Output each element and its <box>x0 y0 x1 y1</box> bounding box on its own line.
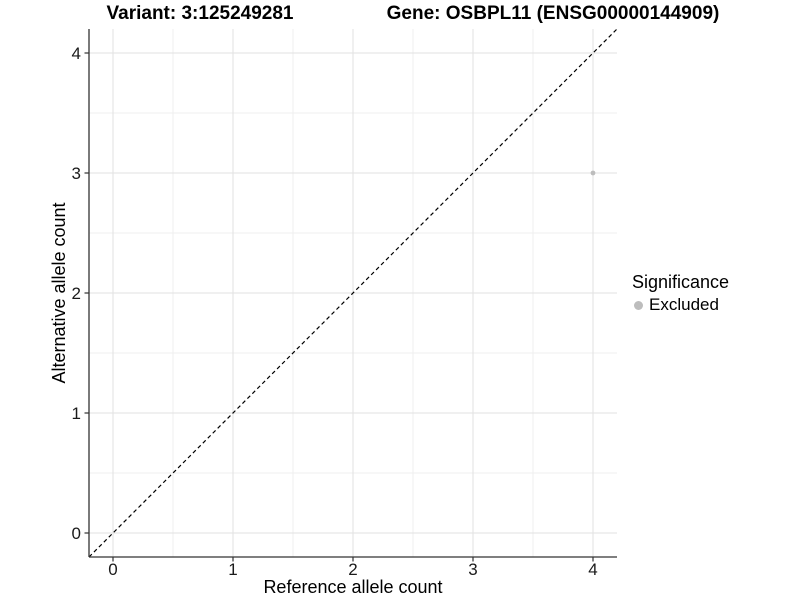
legend-point-icon <box>634 300 643 310</box>
y-axis-title: Alternative allele count <box>49 202 69 383</box>
legend: Significance Excluded <box>632 272 729 315</box>
y-tick-label: 0 <box>72 524 81 543</box>
y-tick-label: 1 <box>72 404 81 423</box>
y-tick-label: 3 <box>72 164 81 183</box>
data-point <box>590 170 596 176</box>
legend-entry-label: Excluded <box>649 295 719 314</box>
x-tick-label: 0 <box>108 560 117 579</box>
x-tick-label: 4 <box>588 560 597 579</box>
legend-title: Significance <box>632 272 730 292</box>
y-tick-label: 4 <box>72 44 81 63</box>
y-tick-label: 2 <box>72 284 81 303</box>
x-tick-label: 2 <box>348 560 357 579</box>
legend-entry: Excluded <box>634 295 729 315</box>
plot-title-variant: Variant: 3:125249281 <box>106 3 294 24</box>
x-tick-label: 3 <box>468 560 477 579</box>
x-axis-title: Reference allele count <box>263 577 442 597</box>
plot-title-gene: Gene: OSBPL11 (ENSG00000144909) <box>386 3 720 24</box>
identity-line <box>88 28 618 558</box>
x-tick-label: 1 <box>228 560 237 579</box>
